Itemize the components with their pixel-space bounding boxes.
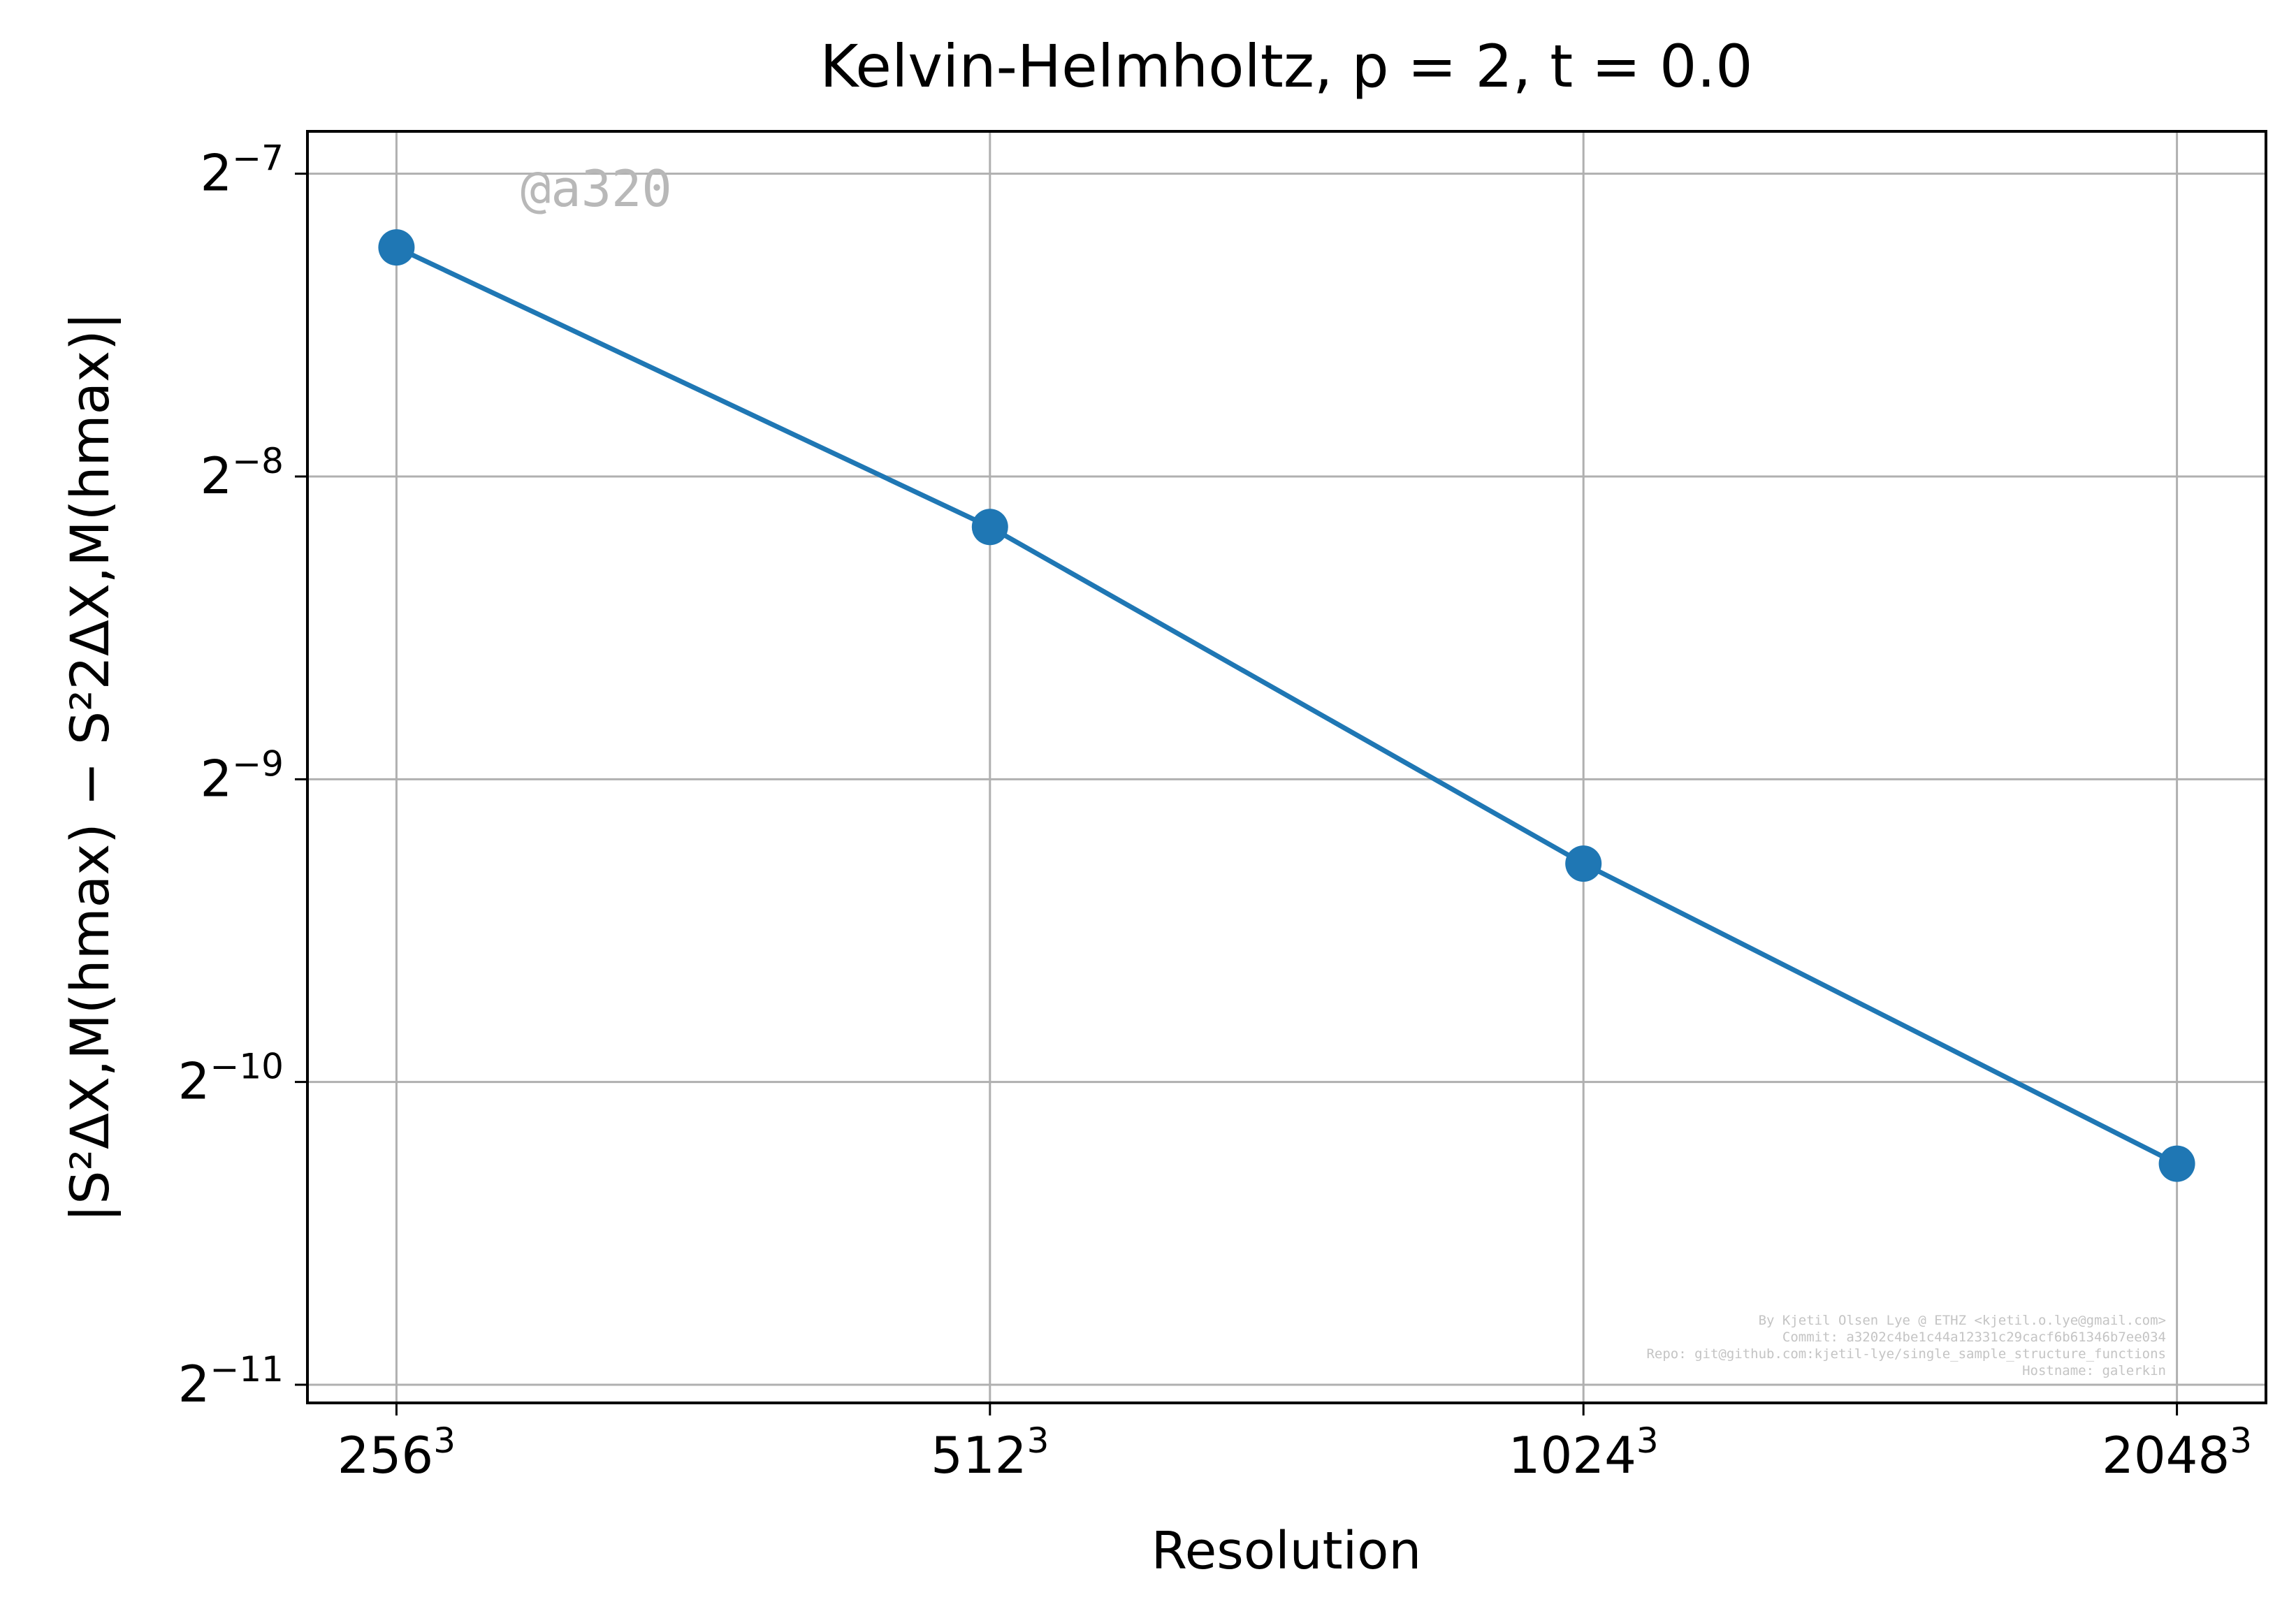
footer-info: By Kjetil Olsen Lye @ ETHZ <kjetil.o.lye…	[1646, 1313, 2166, 1378]
plot-frame	[306, 130, 2267, 1404]
chart-title: Kelvin-Helmholtz, p = 2, t = 0.0	[820, 32, 1752, 101]
x-tick-label: 20483	[2102, 1420, 2252, 1485]
grid-layer	[307, 131, 2266, 1403]
data-point	[971, 509, 1008, 546]
watermark: @a320	[521, 159, 672, 218]
footer-line: By Kjetil Olsen Lye @ ETHZ <kjetil.o.lye…	[1759, 1313, 2166, 1328]
series-line	[395, 245, 2179, 1166]
footer-line: Commit: a3202c4be1c44a12331c29cacf6b6134…	[1782, 1330, 2166, 1345]
x-tick-label: 5123	[931, 1420, 1049, 1485]
y-axis-label: |S²ΔX,M(hmax) − S²2ΔX,M(hmax)|	[59, 312, 122, 1223]
x-tick-label: 10243	[1509, 1420, 1659, 1485]
footer-line: Repo: git@github.com:kjetil-lye/single_s…	[1646, 1346, 2166, 1362]
x-axis-label: Resolution	[1151, 1521, 1422, 1581]
series-layer	[378, 229, 2195, 1182]
data-point	[1565, 845, 1602, 882]
footer-line: Hostname: galerkin	[2022, 1363, 2166, 1378]
data-point	[2158, 1145, 2195, 1182]
data-point	[378, 229, 415, 266]
